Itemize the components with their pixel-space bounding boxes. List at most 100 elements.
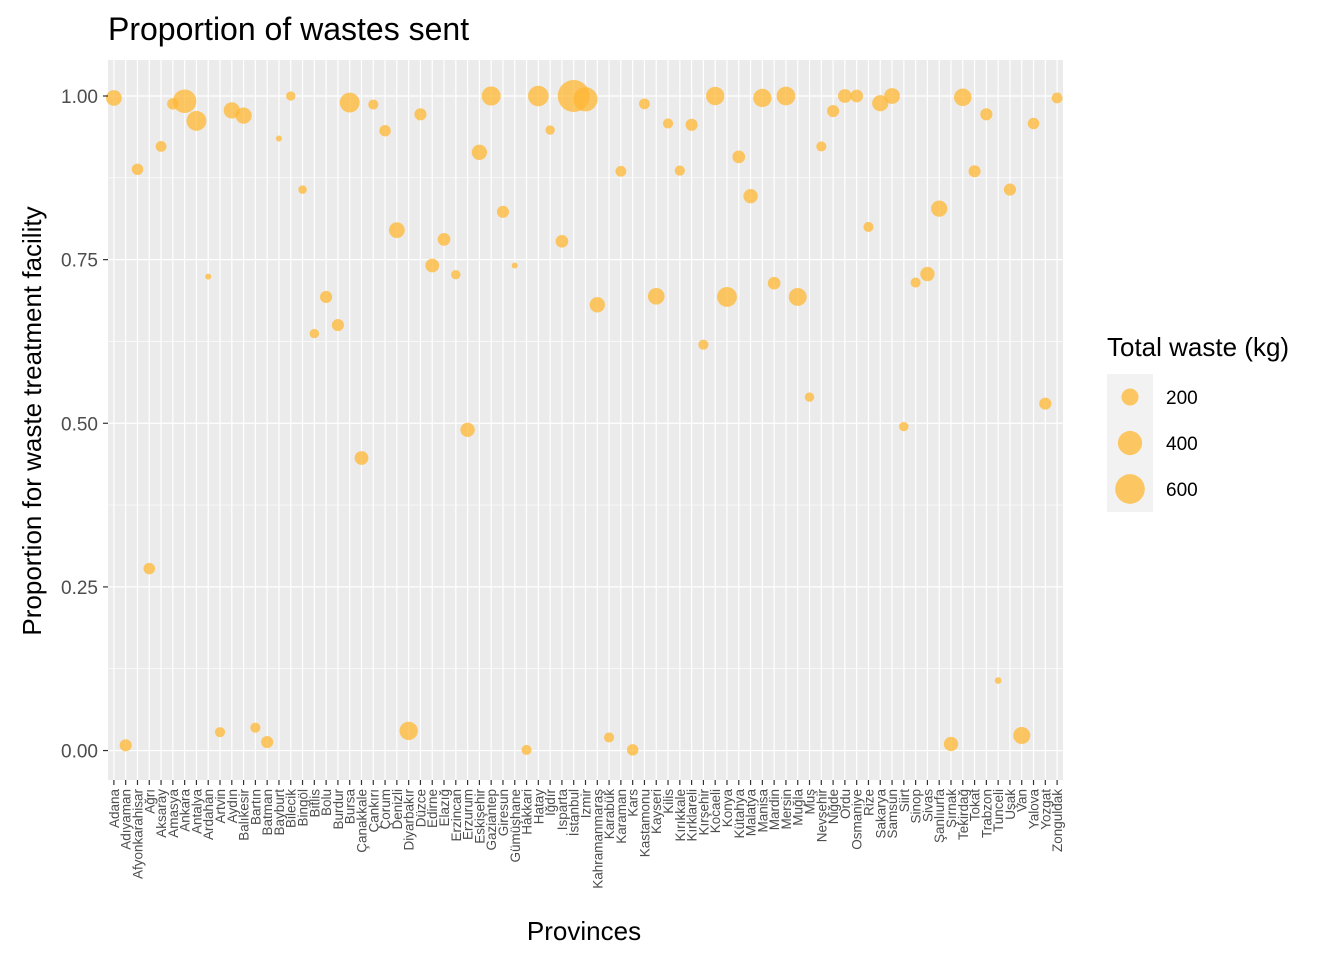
data-point — [732, 150, 746, 164]
x-tick-label: Niğde — [826, 789, 841, 824]
legend-key-point — [1117, 430, 1143, 456]
data-point — [954, 88, 972, 107]
data-point — [528, 85, 549, 107]
data-point — [994, 677, 1002, 684]
data-point — [685, 118, 698, 131]
x-tick-label: Mersin — [779, 789, 794, 830]
data-point — [639, 98, 650, 110]
x-tick-label: Eskişehir — [472, 788, 487, 843]
x-tick-label: Gaziantep — [484, 789, 499, 851]
x-tick-label: Aydın — [225, 789, 240, 823]
data-point — [521, 744, 532, 755]
x-axis: AdanaAdıyamanAfyonkarahisarAğrıAksarayAm… — [107, 780, 1065, 889]
y-tick-label: 0.50 — [61, 414, 98, 435]
data-point — [884, 88, 900, 104]
data-point — [119, 739, 132, 752]
data-point — [496, 205, 510, 218]
y-tick-label: 0.00 — [61, 742, 98, 763]
data-point — [863, 221, 874, 232]
data-point — [743, 188, 758, 204]
x-tick-label: Burdur — [331, 789, 346, 830]
data-point — [388, 222, 405, 239]
data-point — [943, 736, 959, 752]
data-point — [425, 258, 440, 273]
x-tick-label: Bitlis — [307, 789, 322, 818]
x-tick-label: Afyonkarahisar — [130, 788, 145, 879]
data-point — [451, 270, 461, 280]
grid-lines — [108, 60, 1063, 780]
data-point — [662, 118, 674, 129]
data-point — [573, 87, 598, 112]
x-tick-label: Isparta — [555, 789, 570, 831]
y-axis-title: Proportion for waste treatment facility — [17, 206, 47, 635]
x-tick-label: Sakarya — [873, 789, 888, 839]
x-tick-label: Kayseri — [649, 789, 664, 834]
data-point — [717, 287, 737, 307]
data-point — [1039, 397, 1052, 410]
data-point — [399, 721, 418, 741]
data-point — [615, 165, 627, 177]
x-tick-label: Amasya — [166, 789, 181, 838]
x-tick-label: Tokat — [968, 789, 983, 822]
data-point — [1027, 117, 1040, 130]
x-tick-label: Manisa — [755, 789, 770, 833]
x-tick-label: Çorum — [378, 789, 393, 830]
data-point — [261, 735, 274, 749]
x-tick-label: Tunceli — [991, 789, 1006, 832]
y-axis: 0.00 0.25 0.50 0.75 1.00 — [61, 87, 108, 763]
x-axis-title: Provinces — [527, 916, 641, 946]
x-tick-label: Şanlıurfa — [932, 789, 947, 844]
data-point — [250, 722, 261, 733]
data-point — [706, 86, 725, 106]
x-tick-label: Uşak — [1003, 789, 1018, 820]
data-point — [931, 200, 948, 217]
x-tick-label: Kars — [626, 789, 641, 817]
data-point — [910, 277, 921, 288]
data-point — [511, 262, 518, 269]
x-tick-label: Zonguldak — [1050, 789, 1065, 852]
data-point — [414, 108, 427, 121]
x-tick-label: Düzce — [413, 789, 428, 827]
x-tick-label: İzmir — [579, 789, 594, 819]
x-tick-label: Bartın — [248, 789, 263, 825]
data-point — [788, 287, 807, 306]
x-tick-label: Gümüşhane — [508, 789, 523, 863]
data-point — [275, 135, 282, 142]
data-point — [872, 95, 889, 112]
x-tick-label: Erzurum — [461, 789, 476, 840]
x-tick-label: Rize — [861, 789, 876, 816]
data-points — [106, 80, 1063, 756]
y-tick-label: 1.00 — [61, 87, 98, 108]
x-tick-label: Iğdır — [543, 788, 558, 816]
x-tick-label: Çankırı — [366, 789, 381, 833]
x-tick-label: Aksaray — [154, 789, 169, 838]
x-tick-label: Kırklareli — [685, 789, 700, 842]
data-point — [804, 392, 815, 402]
data-point — [320, 290, 333, 303]
legend-key-point — [1115, 474, 1145, 504]
x-tick-label: Antalya — [189, 789, 204, 835]
x-tick-label: Balıkesir — [237, 788, 252, 840]
data-point — [816, 141, 827, 152]
x-tick-label: Bingöl — [296, 789, 311, 827]
data-point — [155, 140, 167, 152]
x-tick-label: Kastamonu — [637, 789, 652, 857]
data-point — [331, 319, 344, 332]
data-point — [186, 110, 207, 131]
data-point — [368, 99, 379, 110]
data-point — [776, 86, 796, 106]
x-tick-label: Şırnak — [944, 789, 959, 828]
x-tick-label: Erzincan — [449, 789, 464, 842]
data-point — [286, 91, 296, 101]
x-tick-label: Siirt — [897, 789, 912, 812]
x-tick-label: Tekirdağ — [956, 789, 971, 840]
x-tick-label: Elazığ — [437, 789, 452, 827]
data-point — [899, 421, 909, 432]
x-tick-label: Mardin — [767, 789, 782, 830]
x-tick-label: Muğla — [791, 789, 806, 826]
data-point — [850, 89, 864, 103]
data-point — [106, 90, 122, 106]
x-tick-label: Van — [1015, 789, 1030, 812]
y-tick-label: 0.75 — [61, 251, 98, 272]
